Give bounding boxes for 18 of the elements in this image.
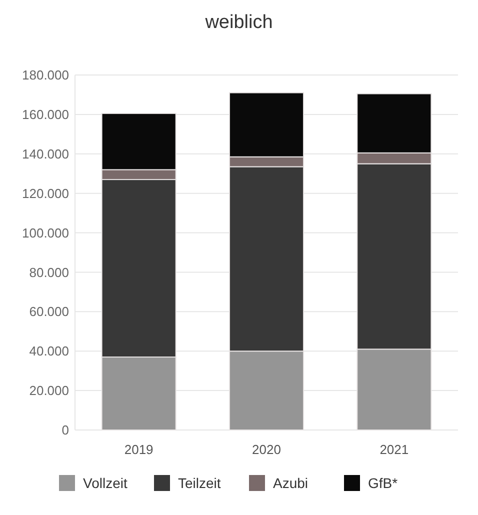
x-tick-label: 2019 — [124, 442, 154, 457]
chart-title: weiblich — [204, 12, 273, 33]
y-tick-label: 100.000 — [22, 225, 69, 240]
legend-label: GfB* — [368, 474, 398, 491]
x-tick-label: 2021 — [380, 442, 409, 457]
y-tick-label: 40.000 — [29, 344, 69, 359]
y-tick-label: 140.000 — [22, 146, 69, 162]
legend-label: Azubi — [273, 474, 308, 491]
x-tick-label: 2020 — [252, 442, 281, 457]
legend-label: Vollzeit — [83, 474, 128, 491]
y-tick-label: 160.000 — [22, 106, 69, 122]
y-tick-label: 20.000 — [29, 383, 69, 398]
y-tick-label: 180.000 — [22, 68, 69, 83]
y-tick-label: 0 — [62, 422, 69, 438]
y-tick-label: 60.000 — [29, 304, 69, 320]
y-tick-label: 120.000 — [22, 186, 69, 201]
legend-label: Teilzeit — [178, 474, 221, 491]
y-tick-label: 80.000 — [29, 264, 69, 280]
